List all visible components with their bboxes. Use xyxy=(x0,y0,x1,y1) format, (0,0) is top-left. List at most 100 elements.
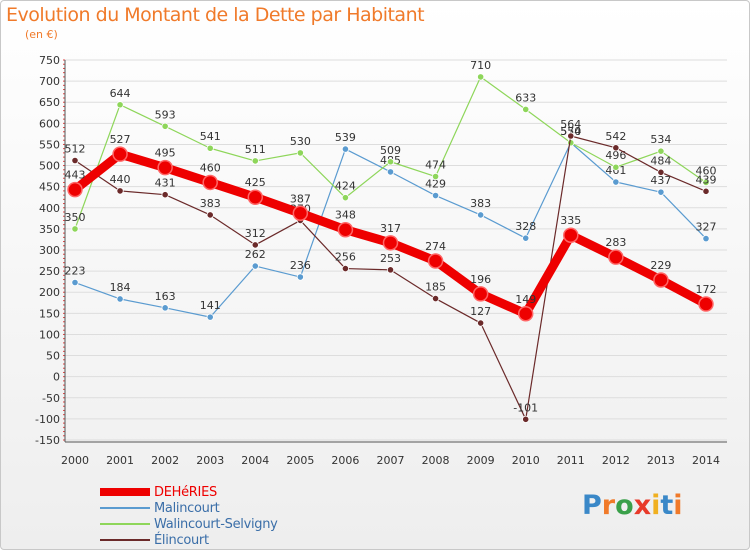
data-label: 511 xyxy=(245,143,266,156)
data-label: 460 xyxy=(200,161,221,174)
legend-swatch xyxy=(100,488,150,496)
data-point xyxy=(71,225,79,233)
data-point xyxy=(472,286,489,302)
data-label: 460 xyxy=(696,164,717,177)
x-tick-label: 2010 xyxy=(512,454,540,467)
data-label: 495 xyxy=(155,147,176,160)
data-label: 274 xyxy=(425,240,446,253)
data-label: 534 xyxy=(650,133,671,146)
data-point xyxy=(431,172,440,181)
data-point xyxy=(612,163,620,171)
data-point xyxy=(206,144,214,152)
data-point xyxy=(386,158,395,166)
data-point xyxy=(382,235,399,251)
y-tick-label: 50 xyxy=(46,350,60,363)
data-point xyxy=(427,253,444,269)
data-point xyxy=(251,157,259,165)
data-label: 527 xyxy=(110,133,131,146)
y-tick-label: 600 xyxy=(39,117,60,130)
data-label: 328 xyxy=(515,220,536,233)
chart-legend: DEHéRIES Malincourt Walincourt-Selvigny Éli… xyxy=(100,484,278,548)
data-point xyxy=(112,146,128,162)
data-label: 484 xyxy=(650,154,671,167)
x-tick-label: 2001 xyxy=(106,454,134,467)
y-tick-label: 700 xyxy=(39,75,60,88)
data-point xyxy=(71,278,79,287)
data-label: 317 xyxy=(380,222,401,235)
data-point xyxy=(341,145,350,153)
legend-label: Walincourt-Selvigny xyxy=(154,516,278,532)
x-tick-label: 2014 xyxy=(692,454,720,467)
data-point xyxy=(206,313,214,321)
data-point xyxy=(386,266,395,274)
data-label: 554 xyxy=(560,125,581,138)
data-label: 163 xyxy=(155,290,176,303)
data-label: 633 xyxy=(515,91,536,104)
data-label: 229 xyxy=(650,259,671,272)
data-label: 539 xyxy=(335,131,356,144)
data-label: 564 xyxy=(560,118,581,131)
data-label: 149 xyxy=(515,293,536,306)
data-label: 383 xyxy=(470,197,491,210)
data-label: 327 xyxy=(696,221,717,234)
data-point xyxy=(116,187,124,195)
legend-label: Malincourt xyxy=(154,500,220,516)
data-label: 348 xyxy=(335,209,356,222)
data-point xyxy=(522,234,530,242)
data-label: 127 xyxy=(470,305,491,318)
data-label: 429 xyxy=(425,178,446,191)
data-label: 443 xyxy=(65,169,86,182)
x-tick-label: 2011 xyxy=(557,454,585,467)
y-tick-label: 150 xyxy=(39,307,60,320)
x-tick-label: 2009 xyxy=(467,454,495,467)
data-point xyxy=(517,306,534,322)
y-tick-label: -50 xyxy=(42,392,60,405)
data-label: 256 xyxy=(335,251,356,264)
data-point xyxy=(702,187,710,195)
data-label: 185 xyxy=(425,281,446,294)
data-point xyxy=(567,139,575,147)
data-label: 570 xyxy=(560,125,581,138)
data-label: 710 xyxy=(470,59,491,72)
data-label: 335 xyxy=(560,214,581,227)
data-point xyxy=(431,294,440,303)
data-point xyxy=(477,319,485,327)
data-label: 425 xyxy=(245,176,266,189)
data-point xyxy=(161,122,169,130)
data-point xyxy=(116,295,124,303)
data-point xyxy=(608,249,624,265)
logo-letter: i xyxy=(651,490,661,521)
data-label: 530 xyxy=(290,135,311,148)
x-tick-label: 2000 xyxy=(61,454,89,467)
data-label: 172 xyxy=(696,283,717,296)
data-point xyxy=(657,147,665,155)
y-tick-label: -100 xyxy=(35,413,60,426)
data-point xyxy=(202,174,218,191)
data-label: 387 xyxy=(290,192,311,205)
data-point xyxy=(522,105,530,114)
data-label: 141 xyxy=(200,299,221,312)
y-tick-label: 450 xyxy=(39,181,60,194)
data-point xyxy=(341,264,350,273)
data-label: 512 xyxy=(65,142,86,155)
data-point xyxy=(477,211,485,219)
data-label: 496 xyxy=(605,149,626,162)
x-tick-label: 2002 xyxy=(151,454,179,467)
logo-letter: i xyxy=(673,490,683,521)
data-label: 593 xyxy=(155,108,176,121)
data-point xyxy=(292,205,309,222)
data-label: 236 xyxy=(290,259,311,272)
x-tick-label: 2004 xyxy=(241,454,269,467)
data-label: 196 xyxy=(470,273,491,286)
data-point xyxy=(71,156,79,165)
data-label: 542 xyxy=(605,130,626,143)
y-tick-label: 650 xyxy=(39,96,60,109)
logo-letter: o xyxy=(615,490,634,521)
y-tick-label: 500 xyxy=(39,160,60,173)
chart-title: Evolution du Montant de la Dette par Hab… xyxy=(6,4,425,26)
chart-unit-label: (en €) xyxy=(25,28,58,41)
data-label: 431 xyxy=(155,177,176,190)
data-label: 541 xyxy=(200,130,221,143)
data-point xyxy=(251,262,259,270)
